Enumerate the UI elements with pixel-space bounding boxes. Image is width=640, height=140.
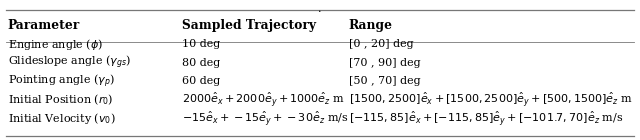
Text: Sampled Trajectory: Sampled Trajectory (182, 19, 316, 32)
Text: 10 deg: 10 deg (182, 39, 221, 49)
Text: Pointing angle ($\gamma_p$): Pointing angle ($\gamma_p$) (8, 73, 115, 90)
Text: .: . (318, 4, 322, 13)
Text: Engine angle ($\phi$): Engine angle ($\phi$) (8, 37, 103, 52)
Text: $-15\hat{e}_x + -15\hat{e}_y + -30\hat{e}_z$ m/s: $-15\hat{e}_x + -15\hat{e}_y + -30\hat{e… (182, 109, 349, 128)
Text: Glideslope angle ($\gamma_{gs}$): Glideslope angle ($\gamma_{gs}$) (8, 54, 131, 71)
Text: [0 , 20] deg: [0 , 20] deg (349, 39, 413, 49)
Text: Range: Range (349, 19, 393, 32)
Text: $2000\hat{e}_x + 2000\hat{e}_y + 1000\hat{e}_z$ m: $2000\hat{e}_x + 2000\hat{e}_y + 1000\ha… (182, 91, 346, 109)
Text: 80 deg: 80 deg (182, 58, 221, 68)
Text: 60 deg: 60 deg (182, 76, 221, 86)
Text: Initial Position ($r_0$): Initial Position ($r_0$) (8, 93, 113, 107)
Text: Parameter: Parameter (8, 19, 80, 32)
Text: Initial Velocity ($v_0$): Initial Velocity ($v_0$) (8, 111, 115, 126)
Text: $[1500 , 2500]\hat{e}_x + [1500 , 2500]\hat{e}_y + [500 , 1500]\hat{e}_z$ m: $[1500 , 2500]\hat{e}_x + [1500 , 2500]\… (349, 91, 633, 109)
Text: [70 , 90] deg: [70 , 90] deg (349, 58, 420, 68)
Text: [50 , 70] deg: [50 , 70] deg (349, 76, 420, 86)
Text: $[-115 , 85]\hat{e}_x + [-115 , 85]\hat{e}_y + [-101.7 , 70]\hat{e}_z$ m/s: $[-115 , 85]\hat{e}_x + [-115 , 85]\hat{… (349, 109, 623, 128)
